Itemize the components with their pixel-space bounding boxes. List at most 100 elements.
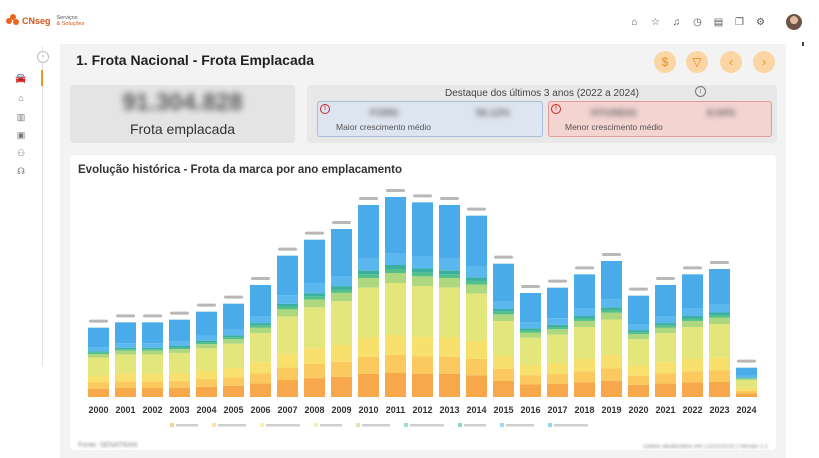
bar-segment[interactable] [277,353,298,368]
bar-segment[interactable] [412,286,433,337]
bar-segment[interactable] [223,339,244,344]
bar-segment[interactable] [88,351,109,353]
bar-segment[interactable] [115,347,136,350]
bar-segment[interactable] [412,256,433,269]
bar-segment[interactable] [709,381,730,397]
avatar[interactable] [786,14,802,30]
bar-segment[interactable] [88,347,109,352]
bar-segment[interactable] [115,343,136,348]
bar-segment[interactable] [115,322,136,344]
bar-segment[interactable] [655,383,676,397]
bar-segment[interactable] [358,287,379,338]
bar-segment[interactable] [412,268,433,273]
bar-segment[interactable] [142,343,163,348]
bar-segment[interactable] [142,354,163,374]
bar-segment[interactable] [466,284,487,294]
bar-segment[interactable] [358,270,379,275]
bar-segment[interactable] [223,329,244,336]
bar-segment[interactable] [466,358,487,376]
bar-segment[interactable] [277,380,298,397]
gear-icon[interactable]: ⚙ [756,17,765,28]
bar-segment[interactable] [412,373,433,397]
bar-segment[interactable] [709,269,730,305]
clock-icon[interactable]: ◷ [693,17,702,28]
bar-segment[interactable] [304,348,325,364]
bar-segment[interactable] [358,258,379,271]
bar-segment[interactable] [655,373,676,384]
bar-segment[interactable] [439,356,460,374]
bar-segment[interactable] [142,350,163,355]
bar-segment[interactable] [223,303,244,330]
bar-segment[interactable] [196,348,217,371]
bar-segment[interactable] [169,319,190,342]
bar-segment[interactable] [655,327,676,334]
bar-segment[interactable] [493,311,514,315]
bar-segment[interactable] [412,336,433,357]
bar-segment[interactable] [574,316,595,319]
bar-segment[interactable] [385,273,406,283]
bar-segment[interactable] [115,354,136,374]
bar-segment[interactable] [601,368,622,381]
bar-segment[interactable] [439,205,460,259]
bar-segment[interactable] [277,316,298,354]
bar-segment[interactable] [358,274,379,278]
bar-segment[interactable] [196,342,217,345]
bar-segment[interactable] [250,362,271,374]
bar-segment[interactable] [628,365,649,376]
bar-segment[interactable] [493,321,514,356]
bar-segment[interactable] [682,371,703,383]
bar-segment[interactable] [250,373,271,384]
bar-segment[interactable] [601,307,622,310]
currency-icon[interactable]: $ [654,51,676,73]
bar-segment[interactable] [358,205,379,259]
bar-segment[interactable] [250,285,271,317]
bar-segment[interactable] [115,388,136,397]
bar-segment[interactable] [628,332,649,335]
bar-segment[interactable] [88,375,109,383]
bar-segment[interactable] [574,371,595,383]
bar-segment[interactable] [682,308,703,317]
bar-segment[interactable] [736,378,757,381]
bar-segment[interactable] [709,370,730,382]
bar-segment[interactable] [601,319,622,355]
bar-segment[interactable] [709,312,730,316]
bar-segment[interactable] [142,381,163,389]
bar-segment[interactable] [547,363,568,375]
bar-segment[interactable] [331,292,352,302]
bar-segment[interactable] [358,337,379,357]
bar-segment[interactable] [223,335,244,338]
document-icon[interactable]: ▤ [713,17,724,28]
bar-segment[interactable] [250,333,271,363]
bar-segment[interactable] [169,347,190,350]
bar-segment[interactable] [520,364,541,376]
bar-segment[interactable] [520,384,541,397]
bar-segment[interactable] [196,344,217,349]
star-icon[interactable]: ☆ [651,17,660,28]
bar-segment[interactable] [520,330,541,333]
home-outline-icon[interactable]: ⌂ [18,93,24,103]
bar-segment[interactable] [655,285,676,317]
bell-icon[interactable]: ♫ [672,17,681,28]
bar-segment[interactable] [628,295,649,325]
bar-segment[interactable] [601,312,622,320]
bar-segment[interactable] [277,367,298,381]
filter-icon[interactable]: ▽ [686,51,708,73]
bar-segment[interactable] [547,324,568,328]
users-icon[interactable]: ⚇ [16,148,26,158]
bar-segment[interactable] [412,276,433,287]
bar-segment[interactable] [736,390,757,394]
bar-segment[interactable] [628,330,649,333]
bar-segment[interactable] [331,344,352,362]
bar-segment[interactable] [574,274,595,309]
bar-segment[interactable] [385,197,406,253]
chevron-left-icon[interactable]: ‹ [720,51,742,73]
bar-segment[interactable] [88,382,109,389]
logo[interactable]: CNseg Serviços & Soluções [6,14,84,27]
bar-segment[interactable] [547,327,568,330]
bar-segment[interactable] [385,355,406,373]
bar-segment[interactable] [601,299,622,308]
bar-segment[interactable] [115,350,136,355]
bar-segment[interactable] [466,215,487,267]
bar-segment[interactable] [574,318,595,321]
bar-segment[interactable] [142,388,163,397]
